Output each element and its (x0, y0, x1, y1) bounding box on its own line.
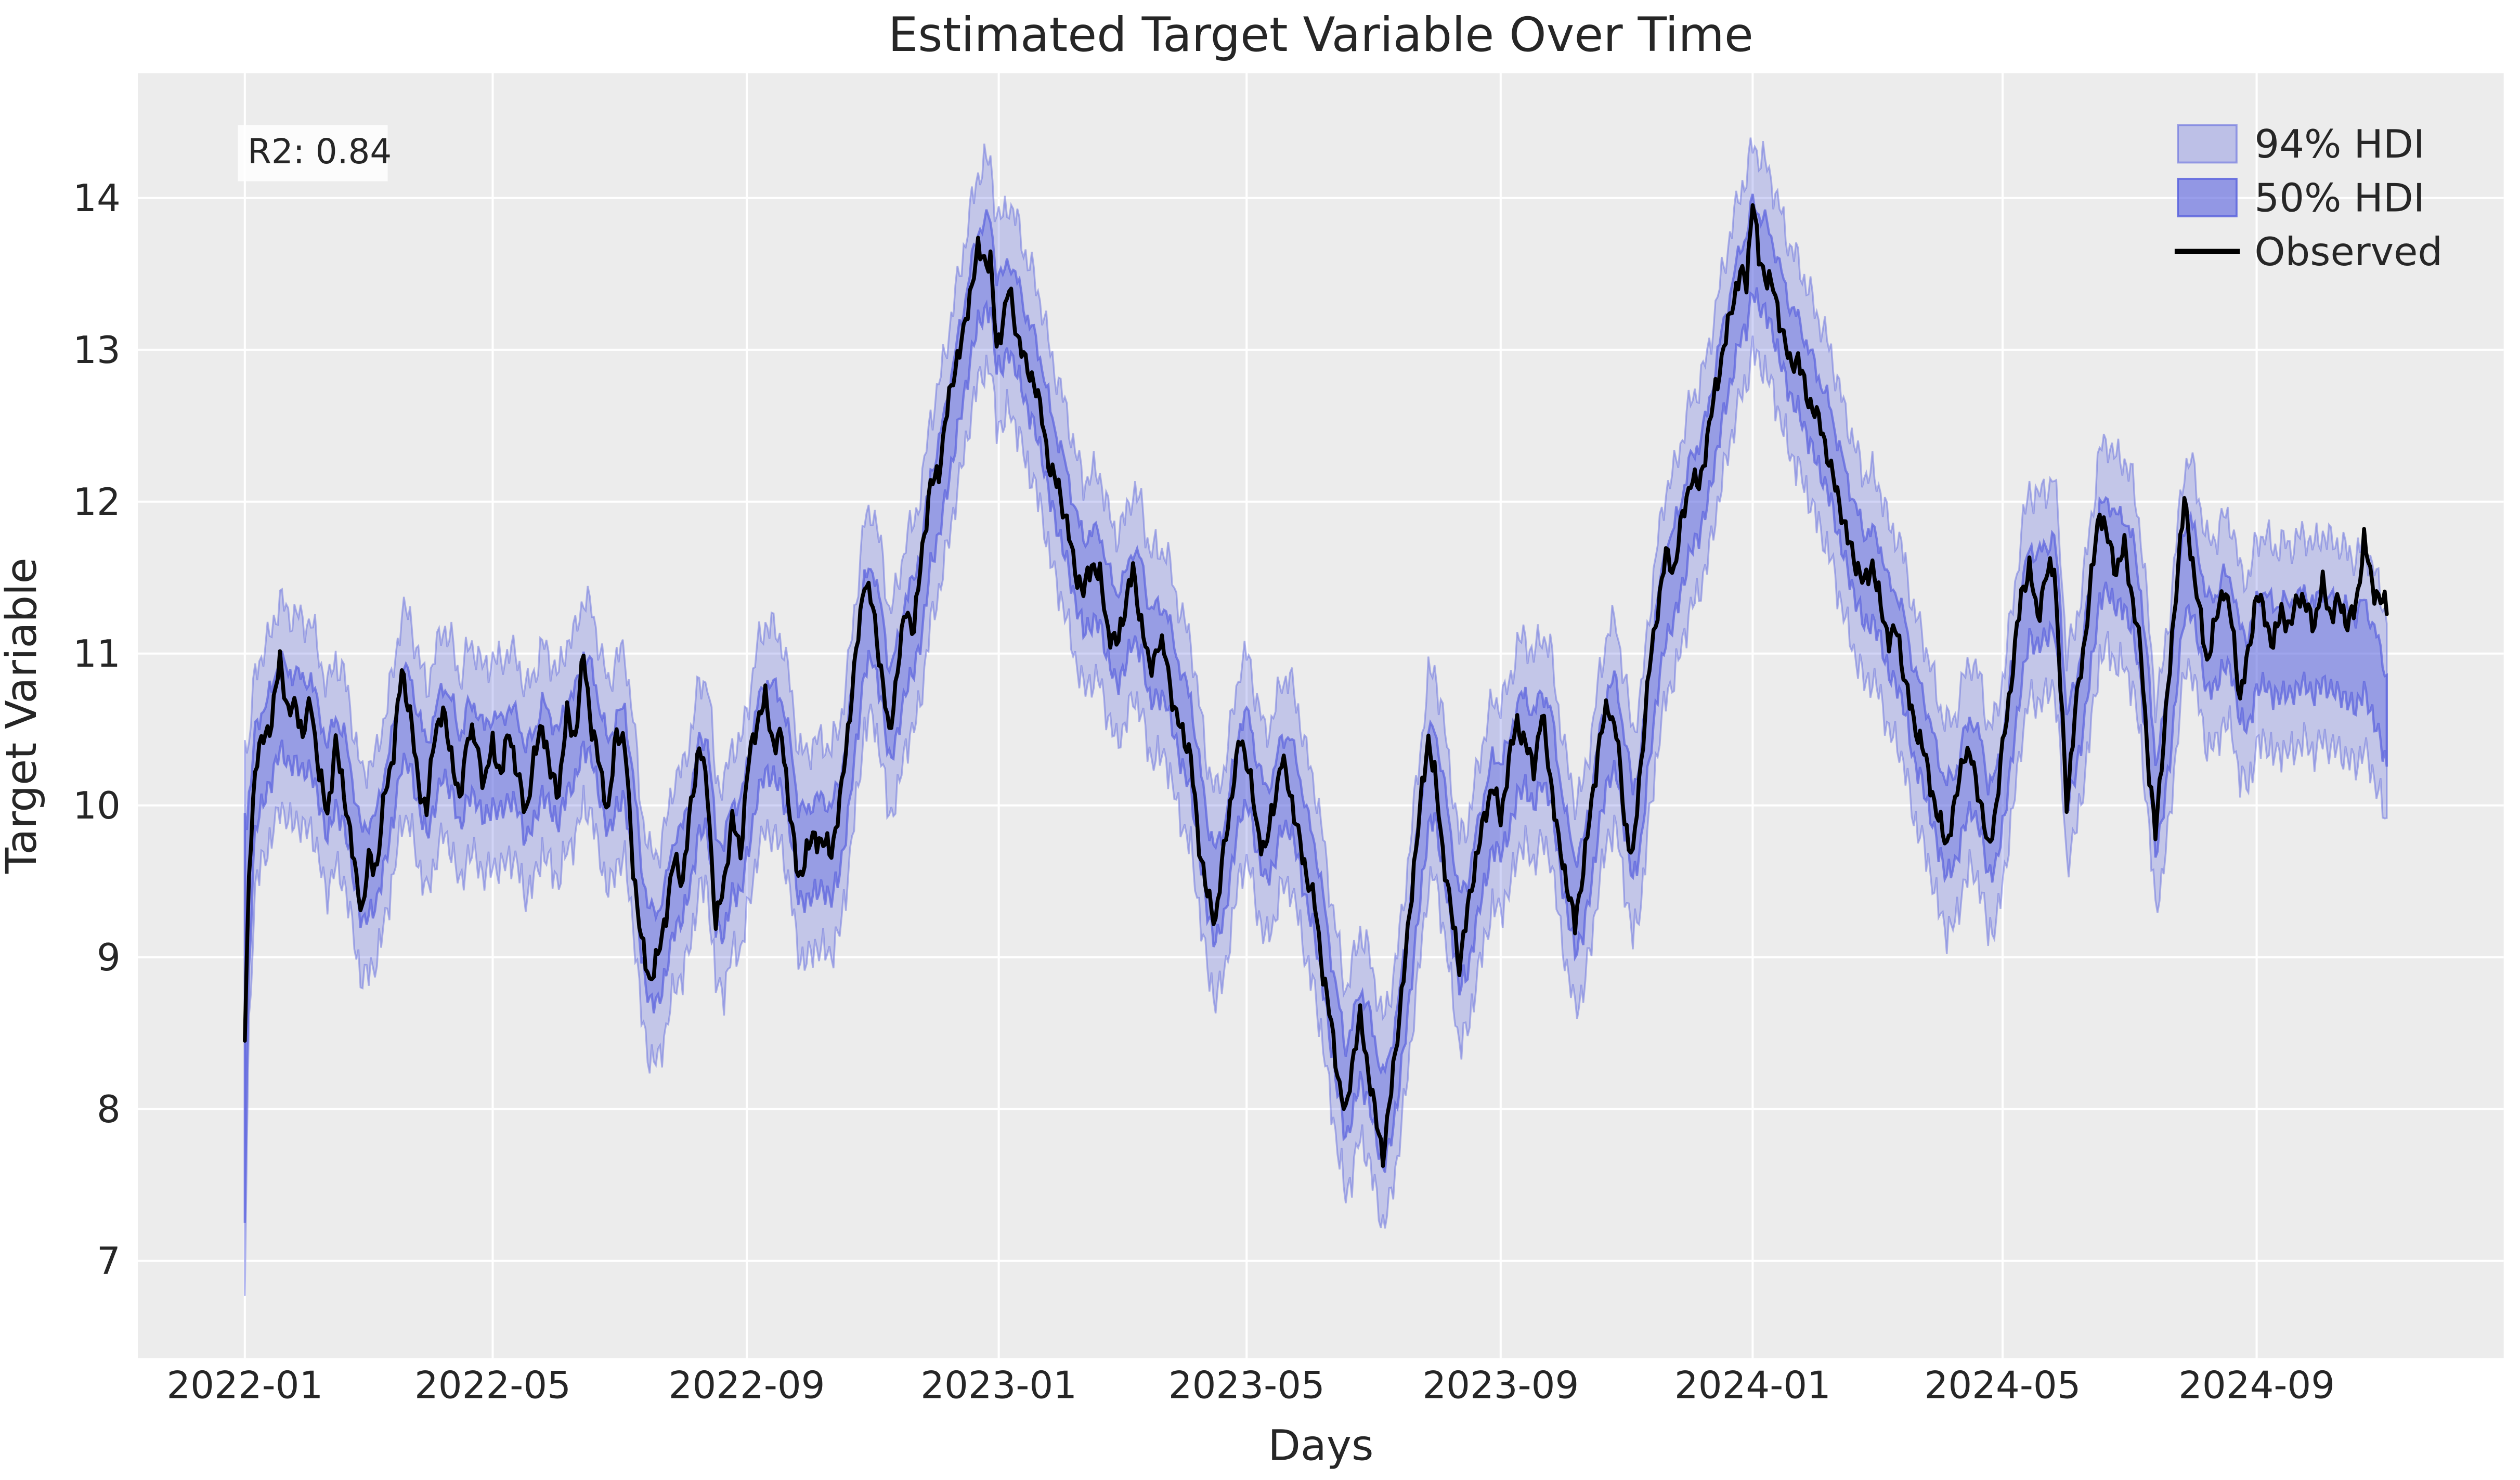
r2-annotation-box (238, 125, 388, 181)
grid-layer (138, 73, 2504, 1358)
x-tick-label: 2022-01 (166, 1364, 323, 1407)
legend-swatch-94hdi (2177, 124, 2238, 164)
x-tick-label: 2022-09 (669, 1364, 825, 1407)
r2-annotation-text: R2: 0.84 (248, 132, 392, 172)
hdi94-band (244, 137, 2388, 1296)
r2-annotation: R2: 0.84 (238, 125, 392, 181)
x-axis-label: Days (1268, 1421, 1373, 1471)
observed-line (243, 203, 2389, 1168)
y-tick-label: 8 (97, 1087, 121, 1131)
hdi50-band (243, 193, 2388, 1223)
y-tick-label: 9 (97, 936, 121, 979)
legend-swatch-50hdi (2177, 177, 2238, 217)
x-tick-label: 2023-05 (1168, 1364, 1325, 1407)
series-layer (243, 137, 2389, 1296)
legend-label-50hdi: 50% HDI (2254, 175, 2425, 220)
y-tick-label: 13 (73, 328, 121, 372)
y-tick-label: 12 (73, 480, 121, 524)
x-tick-label: 2024-09 (2178, 1364, 2335, 1407)
y-tick-label: 14 (73, 176, 121, 220)
chart-title: Estimated Target Variable Over Time (888, 8, 1753, 62)
legend-label-observed: Observed (2254, 229, 2443, 275)
x-tick-label: 2023-09 (1422, 1364, 1579, 1407)
plot-area (138, 73, 2504, 1358)
x-tick-label: 2022-05 (414, 1364, 571, 1407)
tick-label-layer: 2022-01 2022-05 2022-09 2023-01 2023-05 2023-… (73, 176, 2335, 1407)
x-tick-label: 2024-05 (1925, 1364, 2081, 1407)
x-tick-label: 2023-01 (920, 1364, 1077, 1407)
y-tick-label: 11 (73, 632, 121, 676)
legend-label-94hdi: 94% HDI (2254, 121, 2425, 167)
y-tick-label: 7 (97, 1239, 121, 1283)
y-axis-label: Target Variable (0, 557, 46, 874)
y-tick-label: 10 (73, 784, 121, 827)
x-tick-label: 2024-01 (1674, 1364, 1831, 1407)
legend: 94% HDI 50% HDI Observed (2174, 121, 2443, 275)
